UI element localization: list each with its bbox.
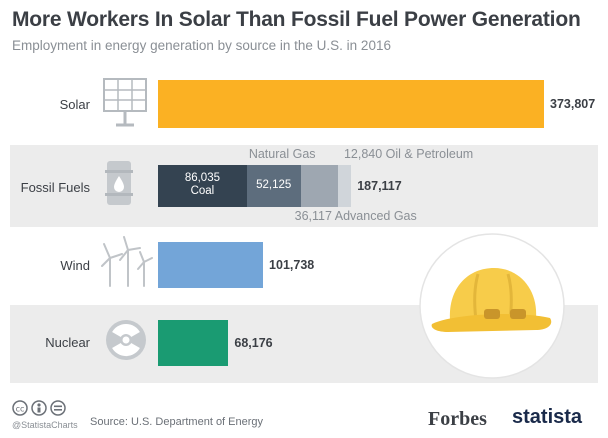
bar-segment-advanced-gas: [300, 165, 338, 207]
license-icons: cc: [12, 400, 66, 416]
annotation-adv-value: 36,117: [294, 209, 332, 223]
solar-panel-icon: [103, 78, 147, 127]
segment-label-coal: 86,035 Coal: [158, 172, 247, 198]
category-label-nuclear: Nuclear: [45, 335, 90, 350]
value-label-solar: 373,807: [550, 97, 596, 111]
annotation-oil-value: 12,840: [343, 147, 383, 161]
statista-logo[interactable]: statista: [512, 406, 583, 428]
segment-name-coal: Coal: [190, 185, 215, 197]
value-label-wind: 101,738: [269, 258, 315, 272]
bar-segment-natural-gas: [246, 165, 301, 207]
category-label-solar: Solar: [59, 97, 90, 112]
hard-hat-illustration: [419, 233, 565, 379]
by-icon: [31, 400, 47, 416]
oil-barrel-icon: [105, 161, 133, 205]
chart-title: More Workers In Solar Than Fossil Fuel P…: [12, 8, 581, 31]
bar-nuclear: [158, 320, 229, 366]
segment-value-natural-gas: 52,125: [256, 179, 292, 191]
value-label-fossil: 187,117: [357, 179, 402, 193]
nd-icon: [50, 400, 66, 416]
forbes-logo[interactable]: Forbes: [428, 408, 487, 430]
annotation-oil-name: Oil & Petroleum: [385, 147, 474, 161]
annotation-natural-gas: Natural Gas: [248, 147, 316, 161]
statista-handle: @StatistaCharts: [12, 420, 78, 430]
value-label-nuclear: 68,176: [234, 336, 273, 350]
annotation-advanced-gas: 36,117 Advanced Gas: [295, 209, 417, 223]
annotation-adv-name: Advanced Gas: [334, 209, 417, 223]
annotation-oil-petroleum: 12,840 Oil & Petroleum: [344, 147, 473, 161]
bar-segment-coal: [158, 165, 247, 207]
bar-wind: [158, 242, 264, 288]
wind-turbine-icon: [101, 236, 153, 287]
bar-solar: [158, 80, 544, 128]
chart-subtitle: Employment in energy generation by sourc…: [12, 38, 391, 53]
svg-text:cc: cc: [16, 405, 25, 414]
cc-icon: cc: [12, 400, 28, 416]
category-label-wind: Wind: [60, 258, 90, 273]
bar-segment-oil-petroleum: [337, 165, 352, 207]
segment-value-coal: 86,035: [184, 172, 220, 184]
category-label-fossil: Fossil Fuels: [20, 180, 90, 195]
radiation-icon: [106, 320, 146, 360]
source-note: Source: U.S. Department of Energy: [90, 416, 264, 428]
